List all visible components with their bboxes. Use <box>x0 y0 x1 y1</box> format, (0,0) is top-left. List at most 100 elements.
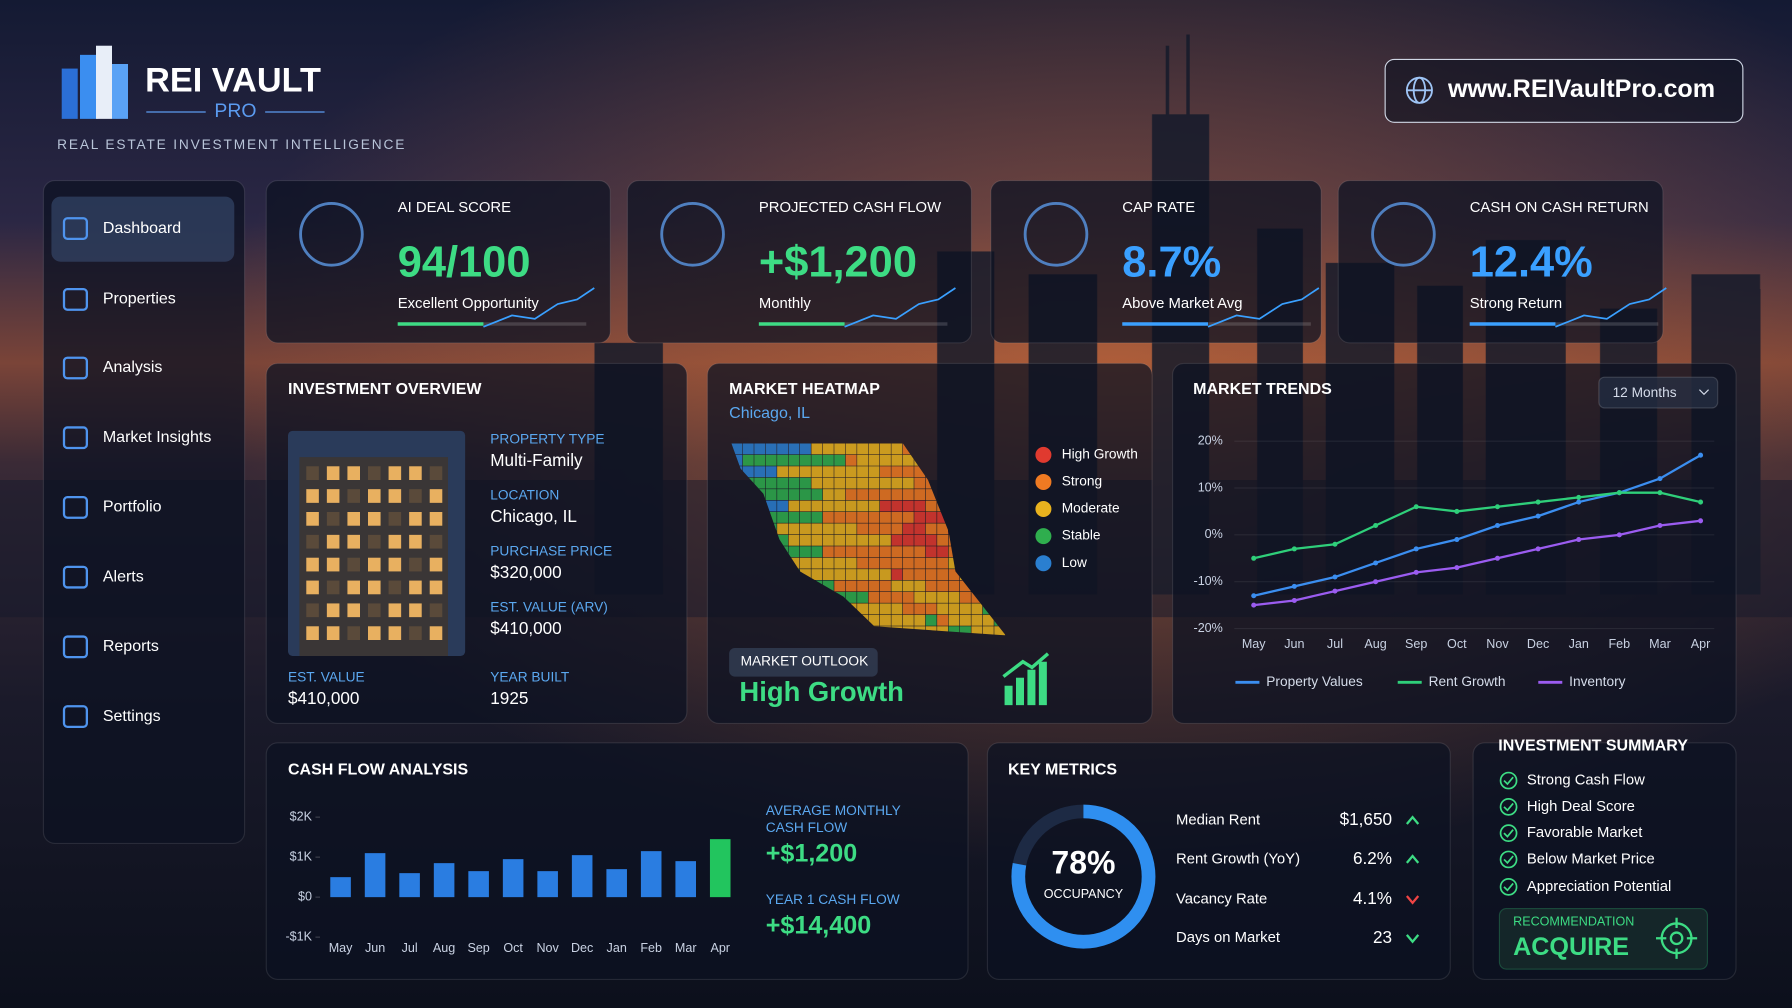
heat-cell <box>960 580 971 592</box>
heat-cell <box>822 489 834 500</box>
heat-cell <box>868 580 880 592</box>
heat-cell <box>800 569 811 580</box>
progress-fill <box>397 322 484 326</box>
check-icon <box>1499 877 1518 896</box>
nav-icon <box>62 426 88 450</box>
heat-cell <box>800 523 811 535</box>
heat-cell <box>857 603 868 615</box>
nav-icon <box>62 217 88 240</box>
nav-item[interactable]: Properties <box>103 291 176 308</box>
heat-cell <box>811 466 823 478</box>
legend-dot <box>1035 501 1052 518</box>
legend-label: Stable <box>1062 528 1101 543</box>
heat-cell <box>937 626 948 636</box>
heat-cell <box>914 534 926 546</box>
heat-cell <box>891 546 903 558</box>
kpi-note: Excellent Opportunity <box>398 296 540 312</box>
window <box>409 557 422 572</box>
heat-cell <box>765 477 777 489</box>
heat-cell <box>914 569 926 580</box>
nav-item[interactable]: Analysis <box>103 359 163 376</box>
point <box>1332 588 1338 594</box>
heat-cell <box>925 603 937 615</box>
outlook-badge <box>729 648 878 677</box>
window <box>326 466 340 480</box>
heat-cell <box>822 569 834 580</box>
nav-icon <box>62 705 88 728</box>
nav-item[interactable]: Settings <box>103 708 161 725</box>
point <box>1454 565 1460 571</box>
heat-cell <box>845 546 857 558</box>
heat-cell <box>800 546 811 558</box>
heat-cell <box>800 454 811 466</box>
heat-cell <box>891 603 903 615</box>
heat-cell <box>960 603 971 615</box>
field-value: $320,000 <box>490 562 561 582</box>
progress-fill <box>758 322 845 326</box>
bar <box>399 873 420 898</box>
x-tick-label: Oct <box>1447 637 1467 651</box>
heat-cell <box>880 477 891 489</box>
x-tick-label: Aug <box>1364 637 1386 651</box>
bar <box>675 861 696 898</box>
window <box>409 603 422 618</box>
nav-item[interactable]: Dashboard <box>103 220 181 237</box>
stat-label: CASH FLOW <box>766 820 848 835</box>
heat-cell <box>880 466 891 478</box>
y-tick-label: -$1K <box>285 929 312 943</box>
heat-cell <box>880 603 891 615</box>
point <box>1291 583 1297 589</box>
heat-cell <box>845 523 857 535</box>
heat-cell <box>765 466 777 478</box>
window <box>368 512 381 526</box>
x-tick-label: Feb <box>640 941 662 955</box>
heat-cell <box>777 512 788 523</box>
heat-cell <box>800 443 811 455</box>
field-label: PROPERTY TYPE <box>490 432 604 447</box>
nav-item[interactable]: Reports <box>103 638 159 655</box>
heat-cell <box>982 626 994 636</box>
point <box>1698 518 1704 524</box>
occupancy-gauge <box>1011 804 1156 949</box>
heat-cell <box>914 614 926 626</box>
website-button[interactable] <box>1384 58 1744 123</box>
heat-cell <box>788 534 800 546</box>
window <box>306 626 319 640</box>
point <box>1535 546 1541 552</box>
window <box>388 603 402 618</box>
heat-cell <box>925 512 937 523</box>
x-tick-label: Aug <box>433 941 455 955</box>
heat-cell <box>937 614 948 626</box>
window <box>368 557 381 572</box>
globe-icon <box>1405 76 1433 104</box>
nav-item[interactable]: Portfolio <box>103 499 162 516</box>
heat-cell <box>765 500 777 512</box>
heat-cell <box>811 569 823 580</box>
point <box>1576 499 1582 505</box>
heat-cell <box>868 603 880 615</box>
heat-cell <box>880 523 891 535</box>
nav-item[interactable]: Alerts <box>103 568 144 585</box>
point <box>1413 504 1419 510</box>
check-icon <box>1499 771 1518 790</box>
heat-cell <box>925 534 937 546</box>
bar <box>502 859 524 898</box>
point <box>1494 555 1500 561</box>
heat-cell <box>857 523 868 535</box>
heat-cell <box>822 523 834 535</box>
heat-cell <box>834 546 846 558</box>
heat-cell <box>880 489 891 500</box>
cashflow-panel <box>265 742 969 980</box>
heat-cell <box>765 489 777 500</box>
heat-cell <box>925 614 937 626</box>
heat-cell <box>868 477 880 489</box>
nav-item[interactable]: Market Insights <box>103 429 211 446</box>
range-dropdown[interactable] <box>1598 376 1719 409</box>
heat-cell <box>788 512 800 523</box>
heat-cell <box>811 546 823 558</box>
heat-cell <box>868 500 880 512</box>
heat-cell <box>948 557 960 569</box>
y-tick-label: 10% <box>1198 480 1223 494</box>
sparkline <box>844 287 956 328</box>
location: Chicago, IL <box>729 405 810 422</box>
